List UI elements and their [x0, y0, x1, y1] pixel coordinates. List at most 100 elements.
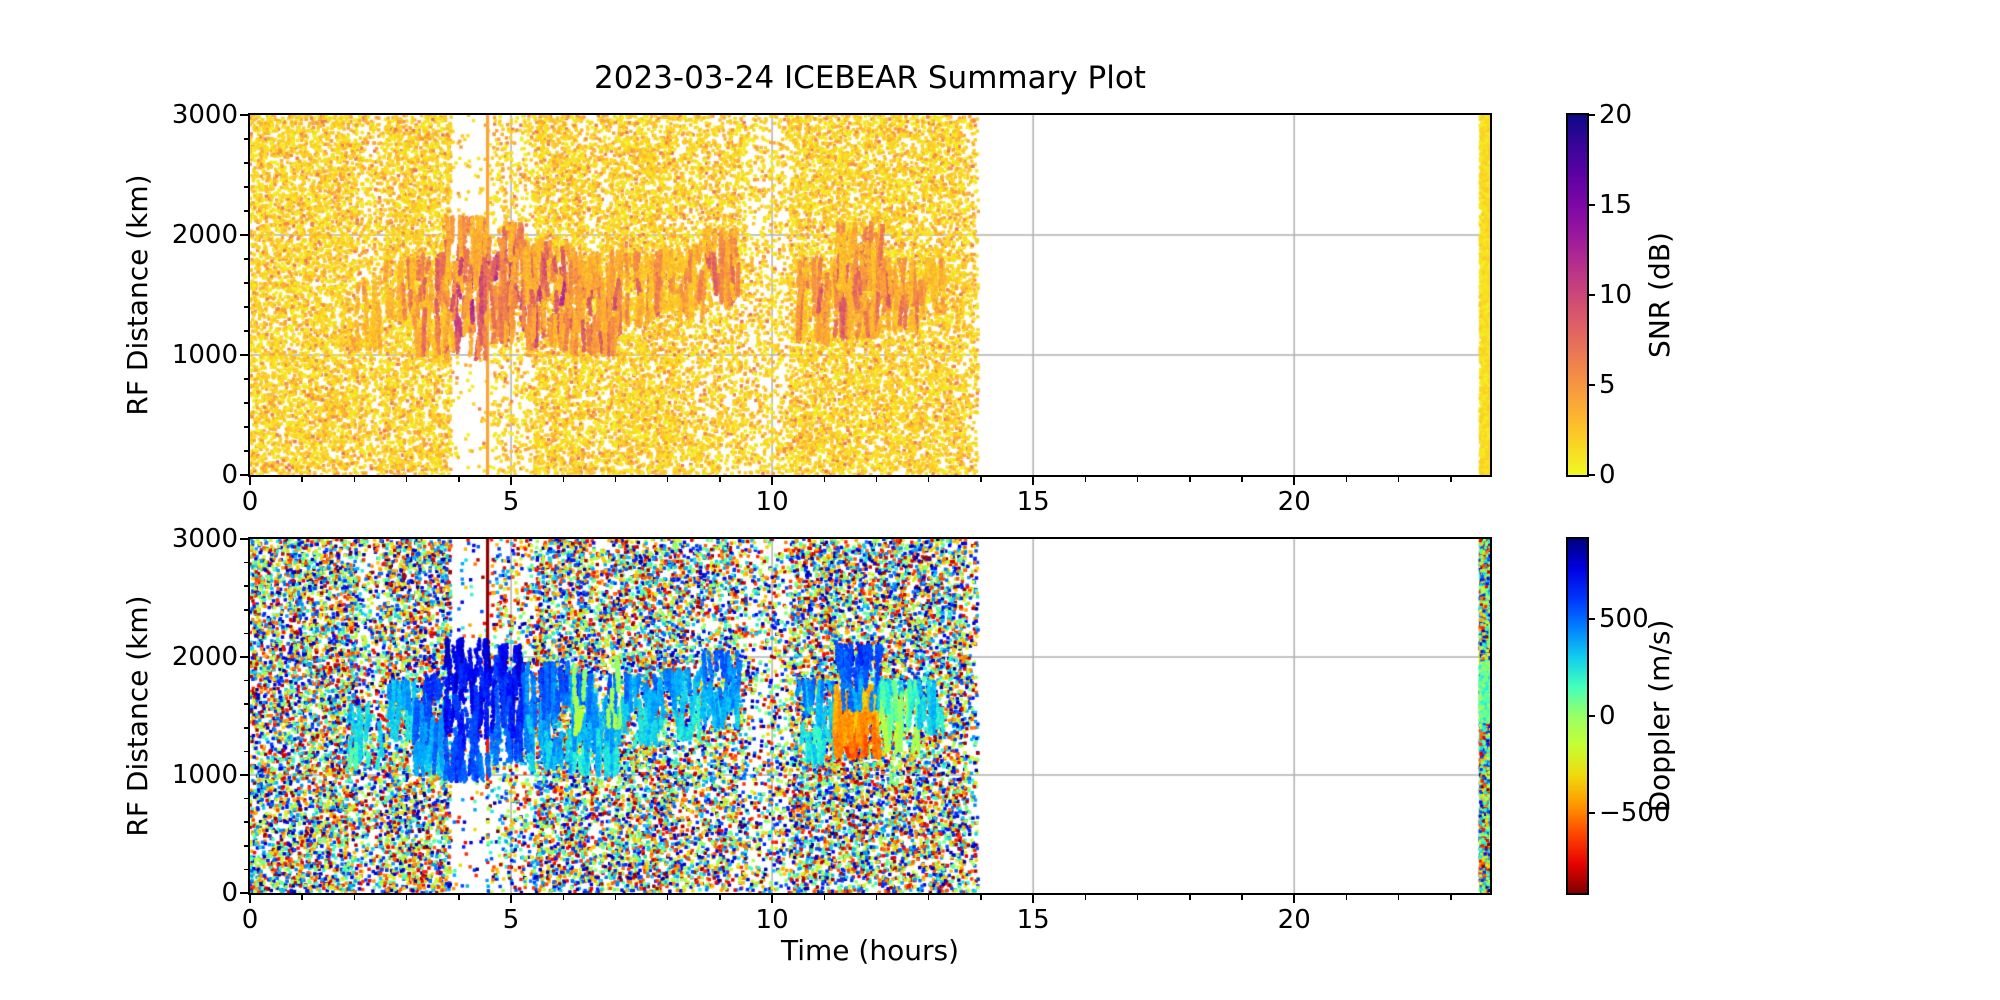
x-minor-tick: [875, 895, 878, 900]
colorbar-tick-label: 500: [1599, 603, 1649, 634]
x-minor-tick: [823, 895, 826, 900]
colorbar-tick: [1589, 617, 1595, 620]
y-minor-tick: [243, 330, 248, 332]
snr-scatter-panel: [248, 113, 1492, 477]
y-major-tick: [240, 656, 248, 658]
x-minor-tick: [927, 477, 930, 482]
figure-title: 2023-03-24 ICEBEAR Summary Plot: [594, 60, 1146, 96]
x-minor-tick: [458, 477, 460, 482]
x-minor-tick: [1084, 477, 1087, 482]
y-minor-tick: [243, 450, 248, 452]
y-minor-tick: [243, 679, 248, 682]
x-minor-tick: [1084, 895, 1087, 900]
x-minor-tick: [353, 895, 356, 900]
y-tick-label: 0: [221, 460, 238, 490]
y-minor-tick: [243, 210, 248, 212]
x-minor-tick: [875, 477, 878, 482]
x-minor-tick: [562, 895, 564, 900]
x-minor-tick: [1345, 477, 1348, 482]
x-minor-tick: [1189, 895, 1191, 900]
x-major-tick: [771, 477, 774, 485]
x-minor-tick: [458, 895, 460, 900]
x-tick-label: 20: [1277, 905, 1311, 935]
x-tick-label: 10: [755, 905, 789, 935]
y-minor-tick: [243, 162, 248, 164]
y-major-tick: [240, 774, 248, 776]
colorbar-tick-label: 0: [1599, 460, 1616, 490]
x-minor-tick: [823, 477, 826, 482]
y-minor-tick: [243, 306, 248, 308]
y-minor-tick: [243, 797, 248, 800]
x-minor-tick: [1241, 477, 1243, 482]
x-tick-label: 15: [1016, 905, 1050, 935]
y-tick-label: 2000: [171, 642, 238, 672]
x-tick-label: 5: [502, 905, 520, 935]
x-major-tick: [510, 895, 513, 903]
colorbar-tick: [1589, 715, 1595, 717]
colorbar-tick: [1589, 204, 1595, 206]
y-minor-tick: [243, 426, 248, 428]
y-minor-tick: [243, 402, 248, 404]
x-tick-label: 0: [241, 487, 259, 517]
colorbar-tick-label: −500: [1599, 798, 1671, 829]
y-minor-tick: [243, 868, 248, 871]
snr-y-axis-label: RF Distance (km): [120, 174, 154, 416]
snr-colorbar: [1566, 113, 1589, 477]
x-major-tick: [1293, 477, 1296, 485]
y-tick-label: 0: [221, 878, 238, 908]
x-minor-tick: [980, 477, 982, 482]
y-tick-label: 3000: [171, 100, 238, 130]
y-minor-tick: [243, 378, 248, 380]
x-tick-label: 0: [241, 905, 259, 935]
x-tick-label: 5: [502, 487, 520, 517]
x-minor-tick: [1241, 895, 1243, 900]
x-major-tick: [249, 895, 251, 903]
colorbar-tick: [1589, 384, 1595, 386]
x-major-tick: [1032, 895, 1035, 903]
colorbar-tick-label: 15: [1599, 190, 1633, 220]
snr-colorbar-label: SNR (dB): [1642, 232, 1676, 358]
snr-scatter-canvas: [250, 115, 1490, 475]
doppler-y-axis-label: RF Distance (km): [120, 595, 154, 837]
y-major-tick: [240, 354, 248, 356]
x-minor-tick: [1450, 477, 1452, 482]
x-minor-tick: [301, 477, 303, 482]
x-minor-tick: [1450, 895, 1452, 900]
x-major-tick: [510, 477, 513, 485]
x-minor-tick: [666, 477, 669, 482]
y-tick-label: 3000: [171, 524, 238, 554]
x-minor-tick: [927, 895, 930, 900]
x-major-tick: [1032, 477, 1035, 485]
y-minor-tick: [243, 727, 248, 729]
x-tick-label: 15: [1016, 487, 1050, 517]
y-minor-tick: [243, 186, 248, 188]
x-minor-tick: [1345, 895, 1348, 900]
doppler-colorbar-label: Doppler (m/s): [1642, 619, 1676, 813]
y-minor-tick: [243, 609, 248, 611]
x-minor-tick: [1136, 477, 1139, 482]
y-minor-tick: [243, 138, 248, 140]
colorbar-tick: [1589, 812, 1595, 815]
x-minor-tick: [980, 895, 982, 900]
x-minor-tick: [405, 895, 408, 900]
y-major-tick: [240, 234, 248, 236]
x-minor-tick: [353, 477, 356, 482]
doppler-scatter-panel: [248, 537, 1492, 895]
x-axis-label: Time (hours): [781, 934, 959, 967]
doppler-scatter-canvas: [250, 539, 1490, 893]
x-minor-tick: [1397, 895, 1400, 900]
colorbar-tick-label: 0: [1599, 701, 1616, 731]
x-minor-tick: [614, 895, 617, 900]
y-minor-tick: [243, 585, 248, 587]
x-major-tick: [249, 477, 251, 485]
colorbar-tick-label: 10: [1599, 280, 1633, 310]
y-minor-tick: [243, 282, 248, 284]
doppler-colorbar: [1566, 537, 1589, 895]
colorbar-tick-label: 20: [1599, 100, 1633, 130]
colorbar-tick: [1589, 114, 1595, 116]
colorbar-tick: [1589, 294, 1595, 296]
y-major-tick: [240, 538, 248, 540]
y-major-tick: [240, 114, 248, 116]
y-minor-tick: [243, 561, 248, 564]
